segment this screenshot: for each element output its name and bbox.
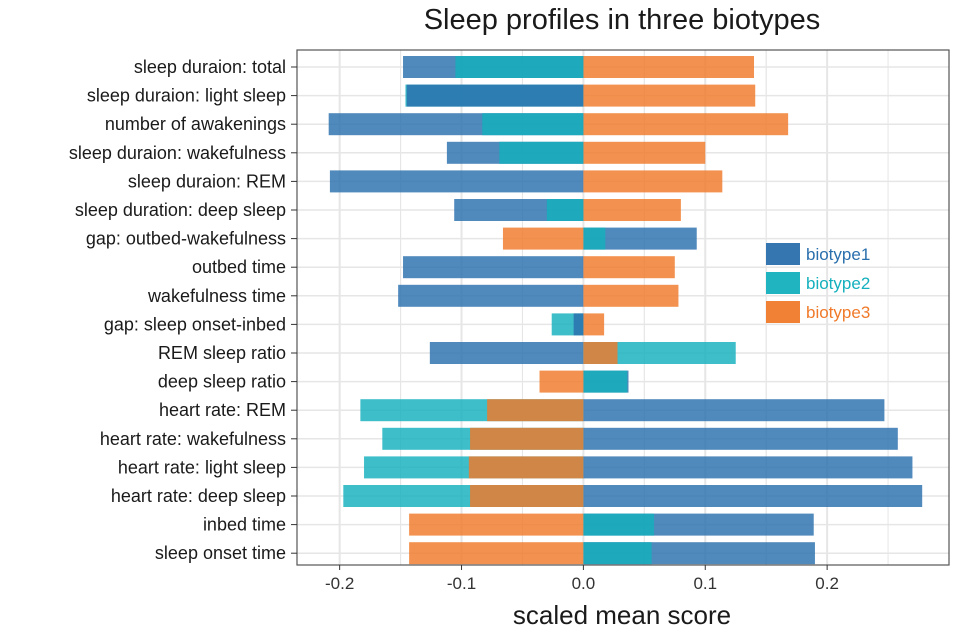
bar-biotype3: [583, 141, 706, 164]
bar-biotype3: [583, 313, 605, 336]
bars: [328, 56, 923, 565]
category-label: outbed time: [192, 257, 286, 277]
bar-biotype2: [482, 113, 584, 136]
bar-biotype3: [583, 170, 723, 193]
bar-biotype3: [583, 84, 756, 107]
bar-biotype1: [403, 256, 584, 279]
legend-swatch-biotype3: [766, 301, 800, 323]
plot-background: [297, 50, 949, 565]
category-label: sleep duraion: REM: [128, 171, 286, 191]
category-label: REM sleep ratio: [158, 343, 286, 363]
legend-swatch-biotype1: [766, 243, 800, 265]
category-label: inbed time: [203, 515, 286, 535]
x-tick-label: -0.2: [325, 574, 354, 593]
bar-biotype3: [487, 399, 584, 422]
bar-biotype2: [583, 370, 628, 393]
category-label: heart rate: wakefulness: [100, 429, 286, 449]
bar-biotype3: [409, 542, 584, 565]
bar-biotype1: [398, 284, 584, 307]
legend: biotype1 biotype2 biotype3: [766, 243, 870, 323]
bar-biotype2: [583, 342, 736, 364]
bar-biotype1: [429, 342, 584, 364]
category-label: number of awakenings: [105, 114, 286, 134]
category-label: sleep duraion: wakefulness: [69, 143, 286, 163]
bar-biotype2: [583, 513, 655, 536]
category-label: heart rate: light sleep: [118, 457, 286, 477]
bar-biotype1: [573, 313, 584, 336]
bar-biotype3: [583, 284, 679, 307]
bar-biotype3: [583, 56, 755, 78]
bar-biotype1: [406, 84, 584, 107]
bar-biotype3: [583, 342, 618, 364]
bar-biotype1: [583, 227, 697, 250]
bar-biotype1: [583, 399, 885, 422]
bar-biotype3: [502, 227, 584, 250]
category-label: heart rate: deep sleep: [111, 486, 286, 506]
x-tick-label: 0.1: [693, 574, 717, 593]
category-label: sleep duration: deep sleep: [75, 200, 286, 220]
grid-lines: [297, 50, 949, 565]
category-label: wakefulness time: [147, 286, 286, 306]
bar-biotype2: [583, 542, 652, 565]
bar-biotype2: [546, 199, 584, 221]
category-label: deep sleep ratio: [158, 372, 286, 392]
x-axis-title: scaled mean score: [513, 600, 731, 630]
category-label: sleep duraion: light sleep: [87, 86, 286, 106]
bar-biotype1: [583, 456, 913, 479]
category-label: gap: outbed-wakefulness: [86, 229, 286, 249]
category-label: sleep duraion: total: [134, 57, 286, 77]
bar-biotype3: [470, 427, 584, 450]
plot-panel: [296, 49, 950, 566]
bar-biotype3: [583, 199, 681, 221]
bar-biotype3: [583, 256, 675, 279]
bar-biotype1: [583, 427, 898, 450]
legend-label-biotype1: biotype1: [806, 245, 870, 264]
bar-biotype3: [583, 113, 789, 136]
bar-biotype3: [468, 456, 584, 479]
bar-biotype1: [583, 485, 923, 507]
legend-label-biotype3: biotype3: [806, 303, 870, 322]
bar-biotype2: [499, 141, 584, 164]
legend-label-biotype2: biotype2: [806, 274, 870, 293]
category-label: gap: sleep onset-inbed: [104, 314, 286, 334]
category-label: sleep onset time: [155, 543, 286, 563]
x-tick-label: 0.0: [572, 574, 596, 593]
category-label: heart rate: REM: [159, 400, 286, 420]
bar-biotype2: [583, 227, 606, 250]
bar-biotype1: [329, 170, 584, 193]
x-axis-ticks: -0.2 -0.1 0.0 0.1 0.2: [325, 565, 839, 593]
x-tick-label: -0.1: [447, 574, 476, 593]
x-tick-label: 0.2: [815, 574, 839, 593]
bar-biotype3: [409, 513, 584, 536]
category-labels: sleep duraion: total sleep duraion: light…: [69, 57, 297, 563]
chart-title: Sleep profiles in three biotypes: [424, 4, 821, 36]
bar-biotype3: [539, 370, 584, 393]
bar-biotype2: [455, 56, 584, 78]
bar-biotype3: [470, 485, 584, 507]
legend-swatch-biotype2: [766, 272, 800, 294]
